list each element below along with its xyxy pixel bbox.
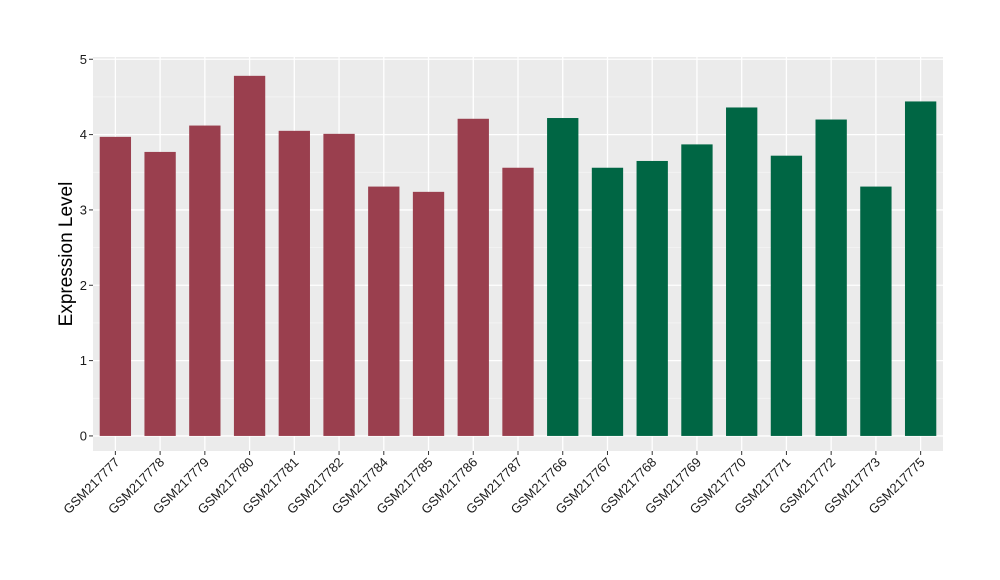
bar-GSM217770 bbox=[726, 107, 758, 436]
bar-GSM217775 bbox=[904, 101, 937, 436]
bar-GSM217781 bbox=[278, 130, 310, 436]
bar-GSM217786 bbox=[457, 118, 489, 436]
bar-GSM217773 bbox=[860, 186, 892, 436]
y-tick-label: 4 bbox=[80, 127, 87, 142]
bar-GSM217771 bbox=[770, 155, 803, 436]
bar-GSM217778 bbox=[144, 151, 176, 436]
bar-GSM217784 bbox=[368, 186, 400, 436]
bar-GSM217766 bbox=[547, 118, 579, 436]
bars bbox=[99, 75, 937, 436]
bar-GSM217772 bbox=[815, 119, 847, 436]
y-tick-label: 3 bbox=[80, 202, 87, 217]
bar-GSM217782 bbox=[323, 133, 355, 436]
y-tick-label: 0 bbox=[80, 428, 87, 443]
bar-GSM217769 bbox=[681, 144, 713, 436]
bar-GSM217777 bbox=[99, 136, 132, 436]
bar-GSM217785 bbox=[412, 191, 445, 436]
y-axis-title: Expression Level bbox=[56, 182, 77, 327]
y-axis: 0 1 2 3 4 5 bbox=[80, 52, 93, 443]
y-tick-label: 1 bbox=[80, 353, 87, 368]
bar-GSM217787 bbox=[502, 167, 534, 436]
bar-GSM217780 bbox=[233, 75, 266, 436]
bar-GSM217768 bbox=[636, 160, 668, 436]
y-tick-label: 5 bbox=[80, 52, 87, 67]
bar-GSM217767 bbox=[591, 167, 624, 436]
x-axis: GSM217777GSM217778GSM217779GSM217780GSM2… bbox=[60, 451, 928, 517]
y-tick-label: 2 bbox=[80, 278, 87, 293]
bar-GSM217779 bbox=[189, 125, 221, 436]
